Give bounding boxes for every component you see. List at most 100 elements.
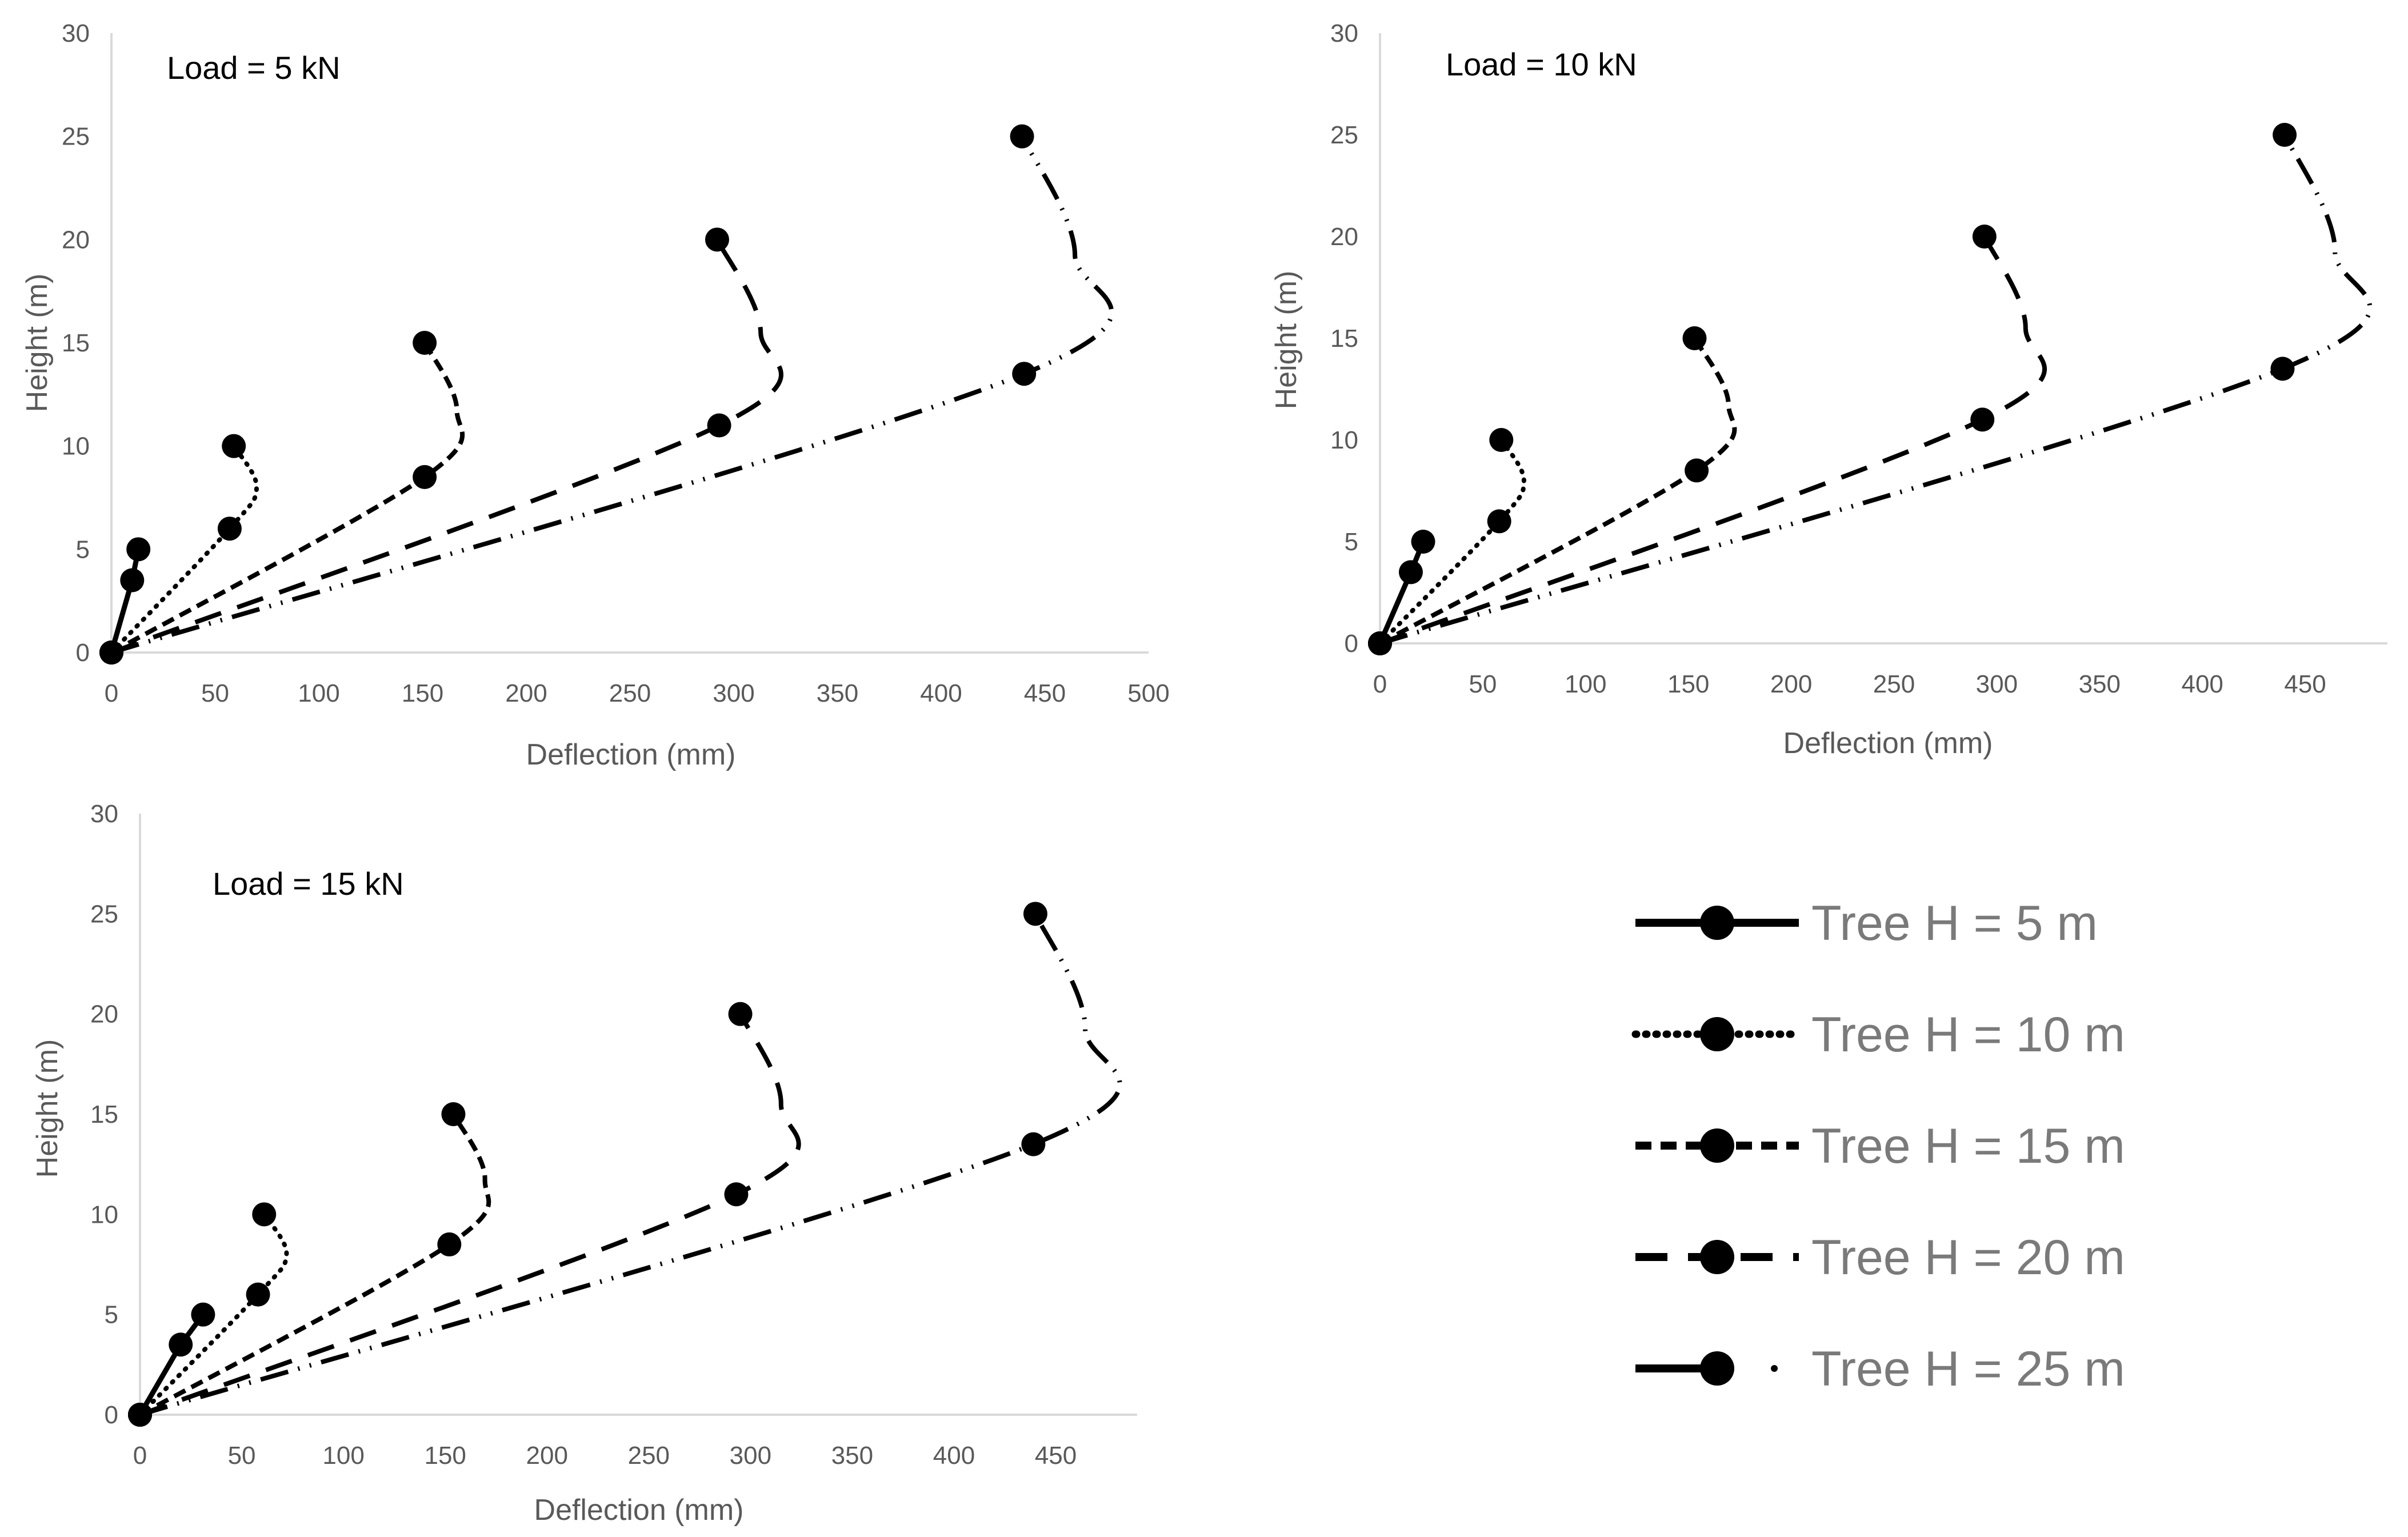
x-tick-label: 300	[730, 1442, 771, 1470]
data-point-h10	[217, 517, 242, 541]
series-line-h20	[1379, 235, 2047, 646]
x-tick-label: 300	[1976, 670, 2018, 698]
series-line-h15	[110, 342, 465, 655]
data-point-h25	[1012, 362, 1037, 386]
data-point-h5	[1398, 560, 1423, 585]
y-tick-label: 20	[1330, 223, 1358, 251]
legend: Tree H = 5 m Tree H = 10 m Tree H = 15 m…	[1631, 896, 2125, 1396]
data-point-h25	[2270, 357, 2295, 381]
series-line-h25	[110, 135, 1114, 655]
y-tick-label: 10	[1330, 426, 1358, 454]
series-line-h5	[137, 1312, 206, 1418]
x-tick-label: 400	[933, 1442, 975, 1470]
series-line-h10	[1378, 438, 1526, 646]
data-point-h25	[128, 1403, 152, 1427]
y-tick-label: 5	[1345, 528, 1358, 556]
y-tick-label: 10	[90, 1200, 118, 1228]
x-tick-label: 300	[713, 679, 754, 707]
x-tick-label: 0	[133, 1442, 147, 1470]
panel-title: Load = 5 kN	[167, 50, 341, 86]
panel-title: Load = 15 kN	[213, 866, 404, 902]
data-point-h20	[728, 1002, 753, 1026]
x-tick-label: 250	[609, 679, 651, 707]
data-point-h25	[1010, 124, 1034, 149]
x-tick-label: 400	[2181, 670, 2223, 698]
chart-panel-load-15kn: Load = 15 kN Deflection (mm) Height (m) …	[31, 800, 1137, 1527]
data-point-h10	[1487, 509, 1511, 534]
data-point-h15	[413, 465, 437, 489]
data-point-h25	[1023, 902, 1047, 926]
y-tick-label: 0	[1345, 630, 1358, 658]
legend-label-h25: Tree H = 25 m	[1811, 1342, 2125, 1396]
legend-item-h25: Tree H = 25 m	[1635, 1342, 2125, 1396]
legend-label-h10: Tree H = 10 m	[1811, 1007, 2125, 1062]
data-point-h20	[1972, 225, 1997, 249]
y-tick-label: 15	[90, 1100, 118, 1128]
data-point-h25	[1368, 631, 1392, 655]
x-tick-label: 400	[920, 679, 962, 707]
y-tick-label: 15	[1330, 325, 1358, 353]
series-line-h5	[1377, 539, 1426, 646]
y-tick-label: 25	[90, 900, 118, 928]
data-point-h5	[126, 537, 151, 562]
legend-item-h15: Tree H = 15 m	[1635, 1119, 2125, 1174]
x-tick-label: 450	[1024, 679, 1066, 707]
x-tick-label: 200	[1770, 670, 1812, 698]
series-line-h25	[139, 912, 1122, 1417]
x-tick-label: 250	[1873, 670, 1915, 698]
y-tick-label: 5	[105, 1301, 118, 1329]
x-tick-label: 350	[2079, 670, 2121, 698]
x-tick-label: 150	[1667, 670, 1709, 698]
data-point-h20	[1970, 407, 1995, 432]
y-axis-title: Height (m)	[1270, 271, 1303, 410]
x-tick-label: 350	[831, 1442, 873, 1470]
data-point-h15	[1682, 326, 1707, 350]
x-tick-label: 200	[505, 679, 547, 707]
legend-label-h15: Tree H = 15 m	[1811, 1119, 2125, 1174]
data-point-h15	[413, 331, 437, 355]
y-tick-label: 0	[76, 639, 90, 667]
legend-marker-h5	[1700, 906, 1734, 940]
data-point-h15	[437, 1232, 462, 1256]
x-tick-label: 100	[298, 679, 339, 707]
data-point-h20	[705, 227, 729, 252]
data-point-h25	[2273, 123, 2297, 147]
y-axis-title: Height (m)	[31, 1039, 64, 1178]
y-tick-label: 25	[62, 123, 90, 151]
x-tick-label: 0	[1373, 670, 1387, 698]
series-line-h20	[139, 1012, 801, 1417]
legend-label-h20: Tree H = 20 m	[1811, 1230, 2125, 1285]
legend-label-h5: Tree H = 5 m	[1811, 896, 2098, 951]
data-point-h25	[1021, 1132, 1046, 1156]
legend-item-h10: Tree H = 10 m	[1631, 1007, 2125, 1062]
x-tick-label: 250	[628, 1442, 670, 1470]
y-tick-label: 5	[76, 535, 90, 563]
data-point-h25	[99, 641, 123, 665]
y-tick-label: 30	[90, 800, 118, 828]
y-axis-title: Height (m)	[21, 274, 54, 413]
legend-marker-h10	[1700, 1017, 1734, 1051]
data-point-h5	[120, 568, 145, 593]
legend-marker-h20	[1700, 1240, 1734, 1274]
data-point-h20	[707, 413, 731, 438]
y-tick-label: 30	[62, 19, 90, 47]
series-line-h20	[110, 238, 783, 655]
y-tick-label: 25	[1330, 121, 1358, 149]
x-tick-label: 200	[526, 1442, 568, 1470]
series-line-h15	[139, 1113, 491, 1417]
data-point-h10	[252, 1202, 277, 1227]
x-tick-label: 500	[1127, 679, 1169, 707]
legend-marker-h15	[1700, 1128, 1734, 1163]
x-axis-title: Deflection (mm)	[526, 738, 736, 771]
data-point-h15	[1685, 458, 1709, 483]
legend-item-h5: Tree H = 5 m	[1635, 896, 2098, 951]
x-axis-title: Deflection (mm)	[534, 1494, 744, 1527]
x-tick-label: 100	[1565, 670, 1606, 698]
x-tick-label: 150	[402, 679, 443, 707]
x-tick-label: 50	[201, 679, 229, 707]
legend-dot-h25	[1771, 1365, 1778, 1372]
data-point-h15	[441, 1102, 466, 1126]
data-point-h10	[246, 1282, 270, 1307]
series-line-h15	[1379, 337, 1737, 646]
data-point-h10	[1489, 428, 1514, 452]
